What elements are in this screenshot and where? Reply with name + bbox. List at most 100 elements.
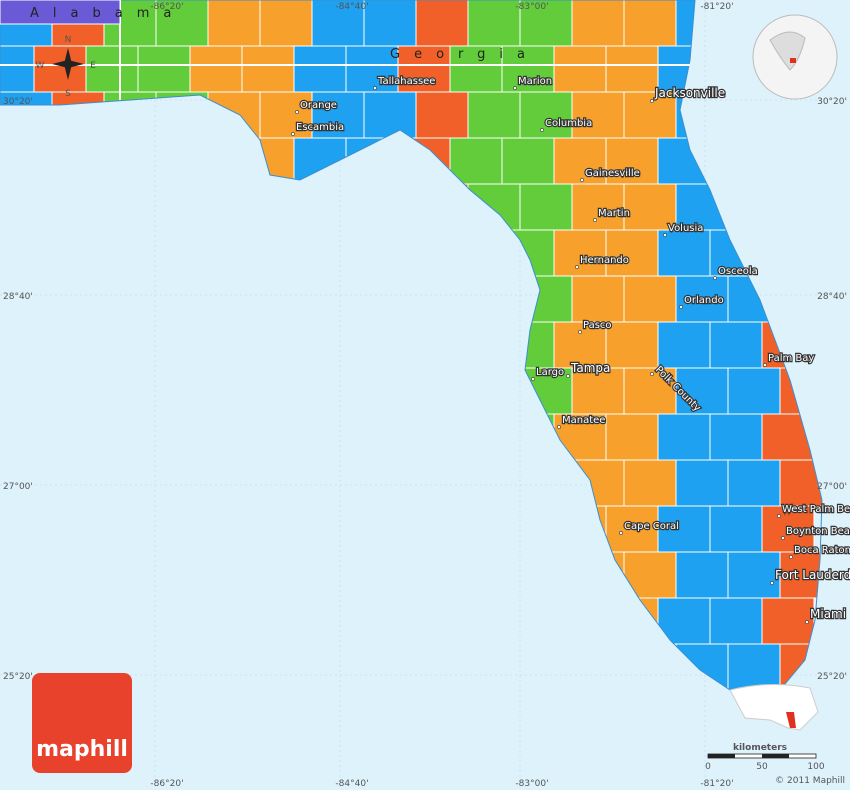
county: [33, 45, 87, 93]
lon-label: -86°20': [150, 779, 183, 789]
lon-label: -81°20': [700, 779, 733, 789]
place-label: Palm Bay: [768, 353, 814, 364]
place-dot: [713, 276, 717, 280]
county: [727, 551, 781, 599]
state-label: Georgia: [390, 47, 539, 62]
lon-label: -81°20': [700, 2, 733, 12]
county: [605, 321, 659, 369]
county: [657, 413, 711, 461]
county: [605, 229, 659, 277]
place-label: Jacksonville: [654, 86, 725, 100]
county: [709, 413, 763, 461]
place-label: Miami: [810, 607, 846, 621]
county: [605, 45, 659, 93]
alabama-band: [0, 0, 121, 25]
place-dot: [540, 128, 544, 132]
compass-s: S: [65, 89, 71, 99]
scale-tick: 50: [756, 762, 768, 772]
lon-label: -84°40': [335, 779, 368, 789]
county: [415, 91, 469, 139]
place-dot: [650, 372, 654, 376]
county: [623, 459, 677, 507]
county: [675, 367, 729, 415]
lon-label: -83°00': [515, 779, 548, 789]
county: [207, 0, 261, 47]
county: [189, 45, 243, 93]
county: [519, 183, 573, 231]
county: [467, 91, 521, 139]
lat-label: 30°20': [817, 97, 847, 107]
place-dot: [650, 99, 654, 103]
logo[interactable]: maphill: [32, 673, 132, 773]
place-dot: [531, 377, 535, 381]
scale-title: kilometers: [733, 743, 787, 753]
lat-label: 25°20': [817, 672, 847, 682]
county: [571, 91, 625, 139]
compass-w: W: [36, 61, 45, 71]
county: [657, 321, 711, 369]
scale-tick: 0: [705, 762, 711, 772]
place-label: Pasco: [583, 320, 612, 331]
globe: [752, 14, 838, 100]
county: [293, 45, 347, 93]
county: [761, 597, 815, 645]
place-dot: [291, 132, 295, 136]
county: [553, 321, 607, 369]
place-label: West Palm Beach: [782, 504, 850, 515]
county: [553, 45, 607, 93]
county: [363, 0, 417, 47]
county: [155, 0, 209, 47]
place-dot: [663, 233, 667, 237]
lat-label: 28°40': [3, 292, 33, 302]
place-dot: [770, 581, 774, 585]
county: [727, 459, 781, 507]
place-label: Orange: [300, 100, 337, 111]
place-dot: [619, 531, 623, 535]
place-label: Boynton Beach: [786, 526, 850, 537]
county: [519, 91, 573, 139]
place-label: Columbia: [545, 118, 592, 129]
county: [727, 367, 781, 415]
county: [605, 137, 659, 185]
county: [415, 0, 469, 47]
state-label: Alabama: [30, 6, 185, 21]
county: [449, 45, 503, 93]
place-label: Martin: [598, 208, 630, 219]
county: [623, 275, 677, 323]
county: [519, 0, 573, 47]
place-label: Hernando: [580, 255, 629, 266]
county: [259, 0, 313, 47]
place-label: Osceola: [718, 266, 758, 277]
county: [623, 367, 677, 415]
compass-e: E: [90, 61, 96, 71]
place-label: Cape Coral: [624, 521, 679, 532]
county: [709, 505, 763, 553]
county: [657, 505, 711, 553]
lat-label: 30°20': [3, 97, 33, 107]
place-label: Escambia: [296, 122, 344, 133]
county: [675, 459, 729, 507]
place-label: Volusia: [668, 223, 703, 234]
county: [623, 0, 677, 47]
copyright: © 2011 Maphill: [775, 776, 845, 786]
place-dot: [805, 620, 809, 624]
place-label: Boca Raton: [794, 545, 850, 556]
place-label: Manatee: [562, 415, 605, 426]
place-dot: [781, 536, 785, 540]
county: [709, 321, 763, 369]
county: [727, 643, 781, 690]
compass-n: N: [65, 35, 72, 45]
county: [571, 183, 625, 231]
county: [449, 137, 503, 185]
county: [605, 413, 659, 461]
county: [241, 45, 295, 93]
county: [137, 45, 191, 93]
place-label: Marion: [518, 76, 552, 87]
county: [761, 505, 815, 553]
place-dot: [679, 305, 683, 309]
place-dot: [789, 555, 793, 559]
county: [345, 45, 399, 93]
place-dot: [580, 178, 584, 182]
county: [571, 367, 625, 415]
county: [779, 551, 822, 599]
